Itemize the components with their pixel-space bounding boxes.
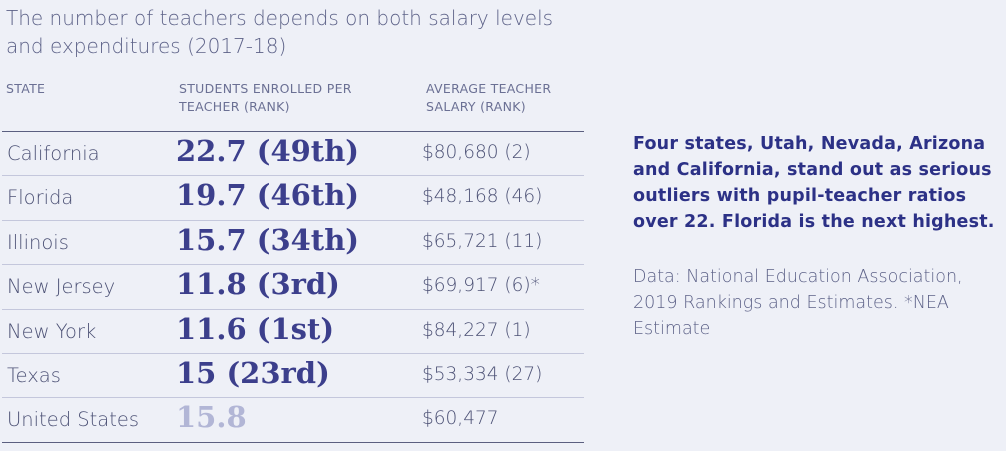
- table-row: United States 15.8 $60,477: [2, 398, 584, 443]
- cell-salary: $69,917 (6)*: [422, 275, 540, 297]
- cell-ratio: 15.8: [176, 400, 247, 435]
- cell-ratio: 22.7 (49th): [176, 134, 360, 168]
- cell-ratio: 19.7 (46th): [176, 178, 360, 213]
- cell-state: California: [7, 142, 100, 165]
- table-row: Florida 19.7 (46th) $48,168 (46): [2, 176, 584, 221]
- chart-title: The number of teachers depends on both s…: [6, 6, 554, 58]
- table-row: Texas 15 (23rd) $53,334 (27): [2, 354, 584, 399]
- cell-salary: $84,227 (1): [422, 319, 531, 341]
- cell-salary: $65,721 (11): [422, 230, 543, 252]
- cell-salary: $80,680 (2): [422, 142, 531, 163]
- cell-state: Florida: [7, 186, 74, 210]
- cell-ratio: 11.6 (1st): [176, 311, 335, 346]
- data-table: California 22.7 (49th) $80,680 (2) Florida 1…: [2, 131, 584, 443]
- column-header-ratio: STUDENTS ENROLLED PER TEACHER (RANK): [179, 81, 352, 114]
- table-row: New York 11.6 (1st) $84,227 (1): [2, 310, 584, 354]
- column-header-salary: AVERAGE TEACHER SALARY (RANK): [426, 81, 552, 114]
- cell-salary: $48,168 (46): [422, 186, 543, 208]
- cell-state: Texas: [7, 363, 61, 387]
- cell-ratio: 15.7 (34th): [176, 222, 360, 257]
- cell-salary: $60,477: [422, 408, 499, 430]
- cell-state: New Jersey: [7, 275, 116, 299]
- table-row: New Jersey 11.8 (3rd) $69,917 (6)*: [2, 265, 584, 310]
- cell-state: United States: [7, 408, 140, 432]
- cell-state: Illinois: [7, 230, 69, 254]
- table-row: Illinois 15.7 (34th) $65,721 (11): [2, 221, 584, 266]
- table-row: California 22.7 (49th) $80,680 (2): [2, 132, 584, 177]
- source-note: Data: National Education Association, 20…: [633, 267, 963, 339]
- cell-ratio: 15 (23rd): [176, 355, 330, 390]
- column-header-state: STATE: [6, 81, 46, 96]
- cell-state: New York: [7, 319, 97, 343]
- cell-salary: $53,334 (27): [422, 363, 543, 385]
- cell-ratio: 11.8 (3rd): [176, 267, 340, 302]
- annotation-note: Four states, Utah, Nevada, Arizona and C…: [633, 134, 995, 232]
